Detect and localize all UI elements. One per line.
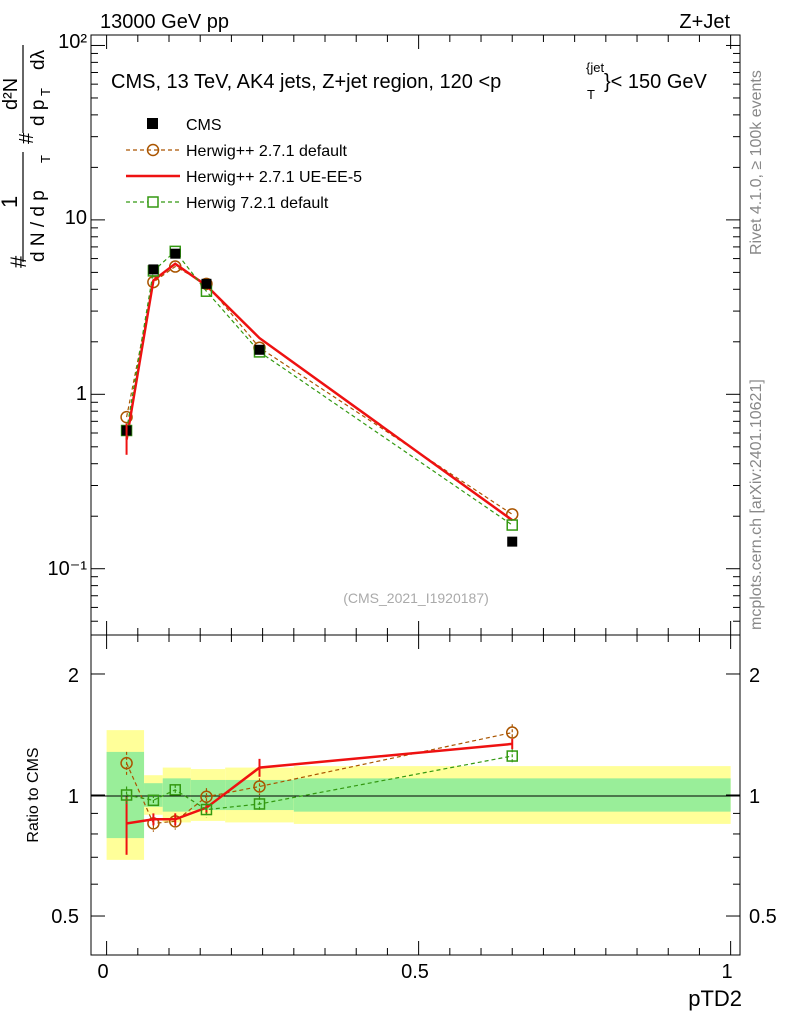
ratio-point-series-2 <box>506 750 518 762</box>
ylabel-dlambda: dλ <box>28 49 49 70</box>
ratio-tick-label-1: 1 <box>68 786 79 808</box>
legend-label-herwigpp-ueee5: Herwig++ 2.7.1 UE-EE-5 <box>186 169 362 186</box>
cms-data-point <box>507 536 518 547</box>
ratio-band-inner-5 <box>293 778 731 812</box>
legend-label-herwigpp-default: Herwig++ 2.7.1 default <box>186 143 348 160</box>
title-tail: }< 150 GeV <box>604 71 708 93</box>
main-point-series-2 <box>506 519 518 531</box>
ratio-line-series-1 <box>126 742 513 825</box>
ratio-uncertainty-bands <box>106 730 731 860</box>
x-tick-label-1: 1 <box>721 961 732 983</box>
plot-title: CMS, 13 TeV, AK4 jets, Z+jet region, 120… <box>111 60 708 102</box>
rivet-version-label: Rivet 4.1.0, ≥ 100k events <box>748 70 765 255</box>
ratio-point-series-2 <box>200 803 213 816</box>
ratio-tick-label-right-1: 1 <box>749 786 760 808</box>
cms-data-point <box>201 278 212 289</box>
main-tick-label-0.1: 10⁻¹ <box>48 558 88 580</box>
ratio-band-inner-0 <box>106 751 145 839</box>
ratio-line-series-0 <box>126 732 513 825</box>
ylabel-T-sub-1: T <box>38 155 53 163</box>
main-axis-label: # 1 d N / d p T # d²N d p T dλ <box>0 45 53 268</box>
ratio-tick-label-0.5: 0.5 <box>51 906 79 928</box>
legend: CMS Herwig++ 2.7.1 default Herwig++ 2.7.… <box>126 117 362 212</box>
ratio-point-series-2 <box>253 798 266 810</box>
ratio-axis-label: Ratio to CMS <box>25 747 42 842</box>
ratio-point-series-0 <box>120 756 133 770</box>
ylabel-dp: d p <box>28 100 49 126</box>
process-label: Z+Jet <box>679 11 730 33</box>
ratio-point-series-2 <box>169 784 181 796</box>
title-superscript: {jet <box>586 60 604 75</box>
legend-marker-herwigpp-default <box>146 143 160 157</box>
legend-marker-cms <box>147 118 158 129</box>
main-tick-label-100: 10² <box>58 31 87 53</box>
ylabel-one: 1 <box>0 196 22 208</box>
main-series-group <box>120 245 519 531</box>
main-tick-label-10: 10 <box>65 207 87 229</box>
legend-label-herwig7-default: Herwig 7.2.1 default <box>186 195 329 212</box>
ylabel-d2N: d²N <box>0 78 22 110</box>
cms-data-point <box>254 344 265 355</box>
x-axis-label: pTD2 <box>688 986 742 1011</box>
cms-data-point <box>148 264 159 275</box>
main-point-series-0 <box>120 410 133 424</box>
legend-label-cms: CMS <box>186 117 222 134</box>
ratio-point-series-2 <box>147 794 160 807</box>
main-data-group <box>121 248 518 547</box>
ratio-series-group <box>120 724 519 855</box>
ratio-point-series-2 <box>120 789 133 801</box>
source-label: mcplots.cern.ch [arXiv:2401.10621] <box>748 379 765 630</box>
ylabel-T-sub-2: T <box>38 88 53 96</box>
main-line-series-1 <box>125 262 513 522</box>
x-tick-label-0.5: 0.5 <box>401 961 429 983</box>
axis-ticks <box>91 35 740 955</box>
analysis-id-label: (CMS_2021_I1920187) <box>343 590 489 606</box>
main-tick-label-1: 1 <box>76 383 87 405</box>
legend-marker-herwig7-default <box>147 196 159 208</box>
main-line-series-2 <box>126 250 513 526</box>
title-main: CMS, 13 TeV, AK4 jets, Z+jet region, 120… <box>111 71 501 93</box>
x-tick-label-0: 0 <box>97 961 108 983</box>
ratio-point-series-0 <box>505 726 519 739</box>
ylabel-hash-2: # <box>16 132 38 144</box>
ylabel-hash-1: # <box>6 255 31 268</box>
ratio-point-series-0 <box>253 780 266 793</box>
ratio-tick-label-2: 2 <box>68 665 79 687</box>
ylabel-dN-dpT: d N / d p <box>28 190 49 262</box>
cms-data-point <box>170 248 181 259</box>
title-subscript: T <box>587 87 595 102</box>
ratio-tick-label-right-2: 2 <box>749 665 760 687</box>
energy-label: 13000 GeV pp <box>100 11 229 33</box>
ratio-tick-label-right-0.5: 0.5 <box>749 906 777 928</box>
